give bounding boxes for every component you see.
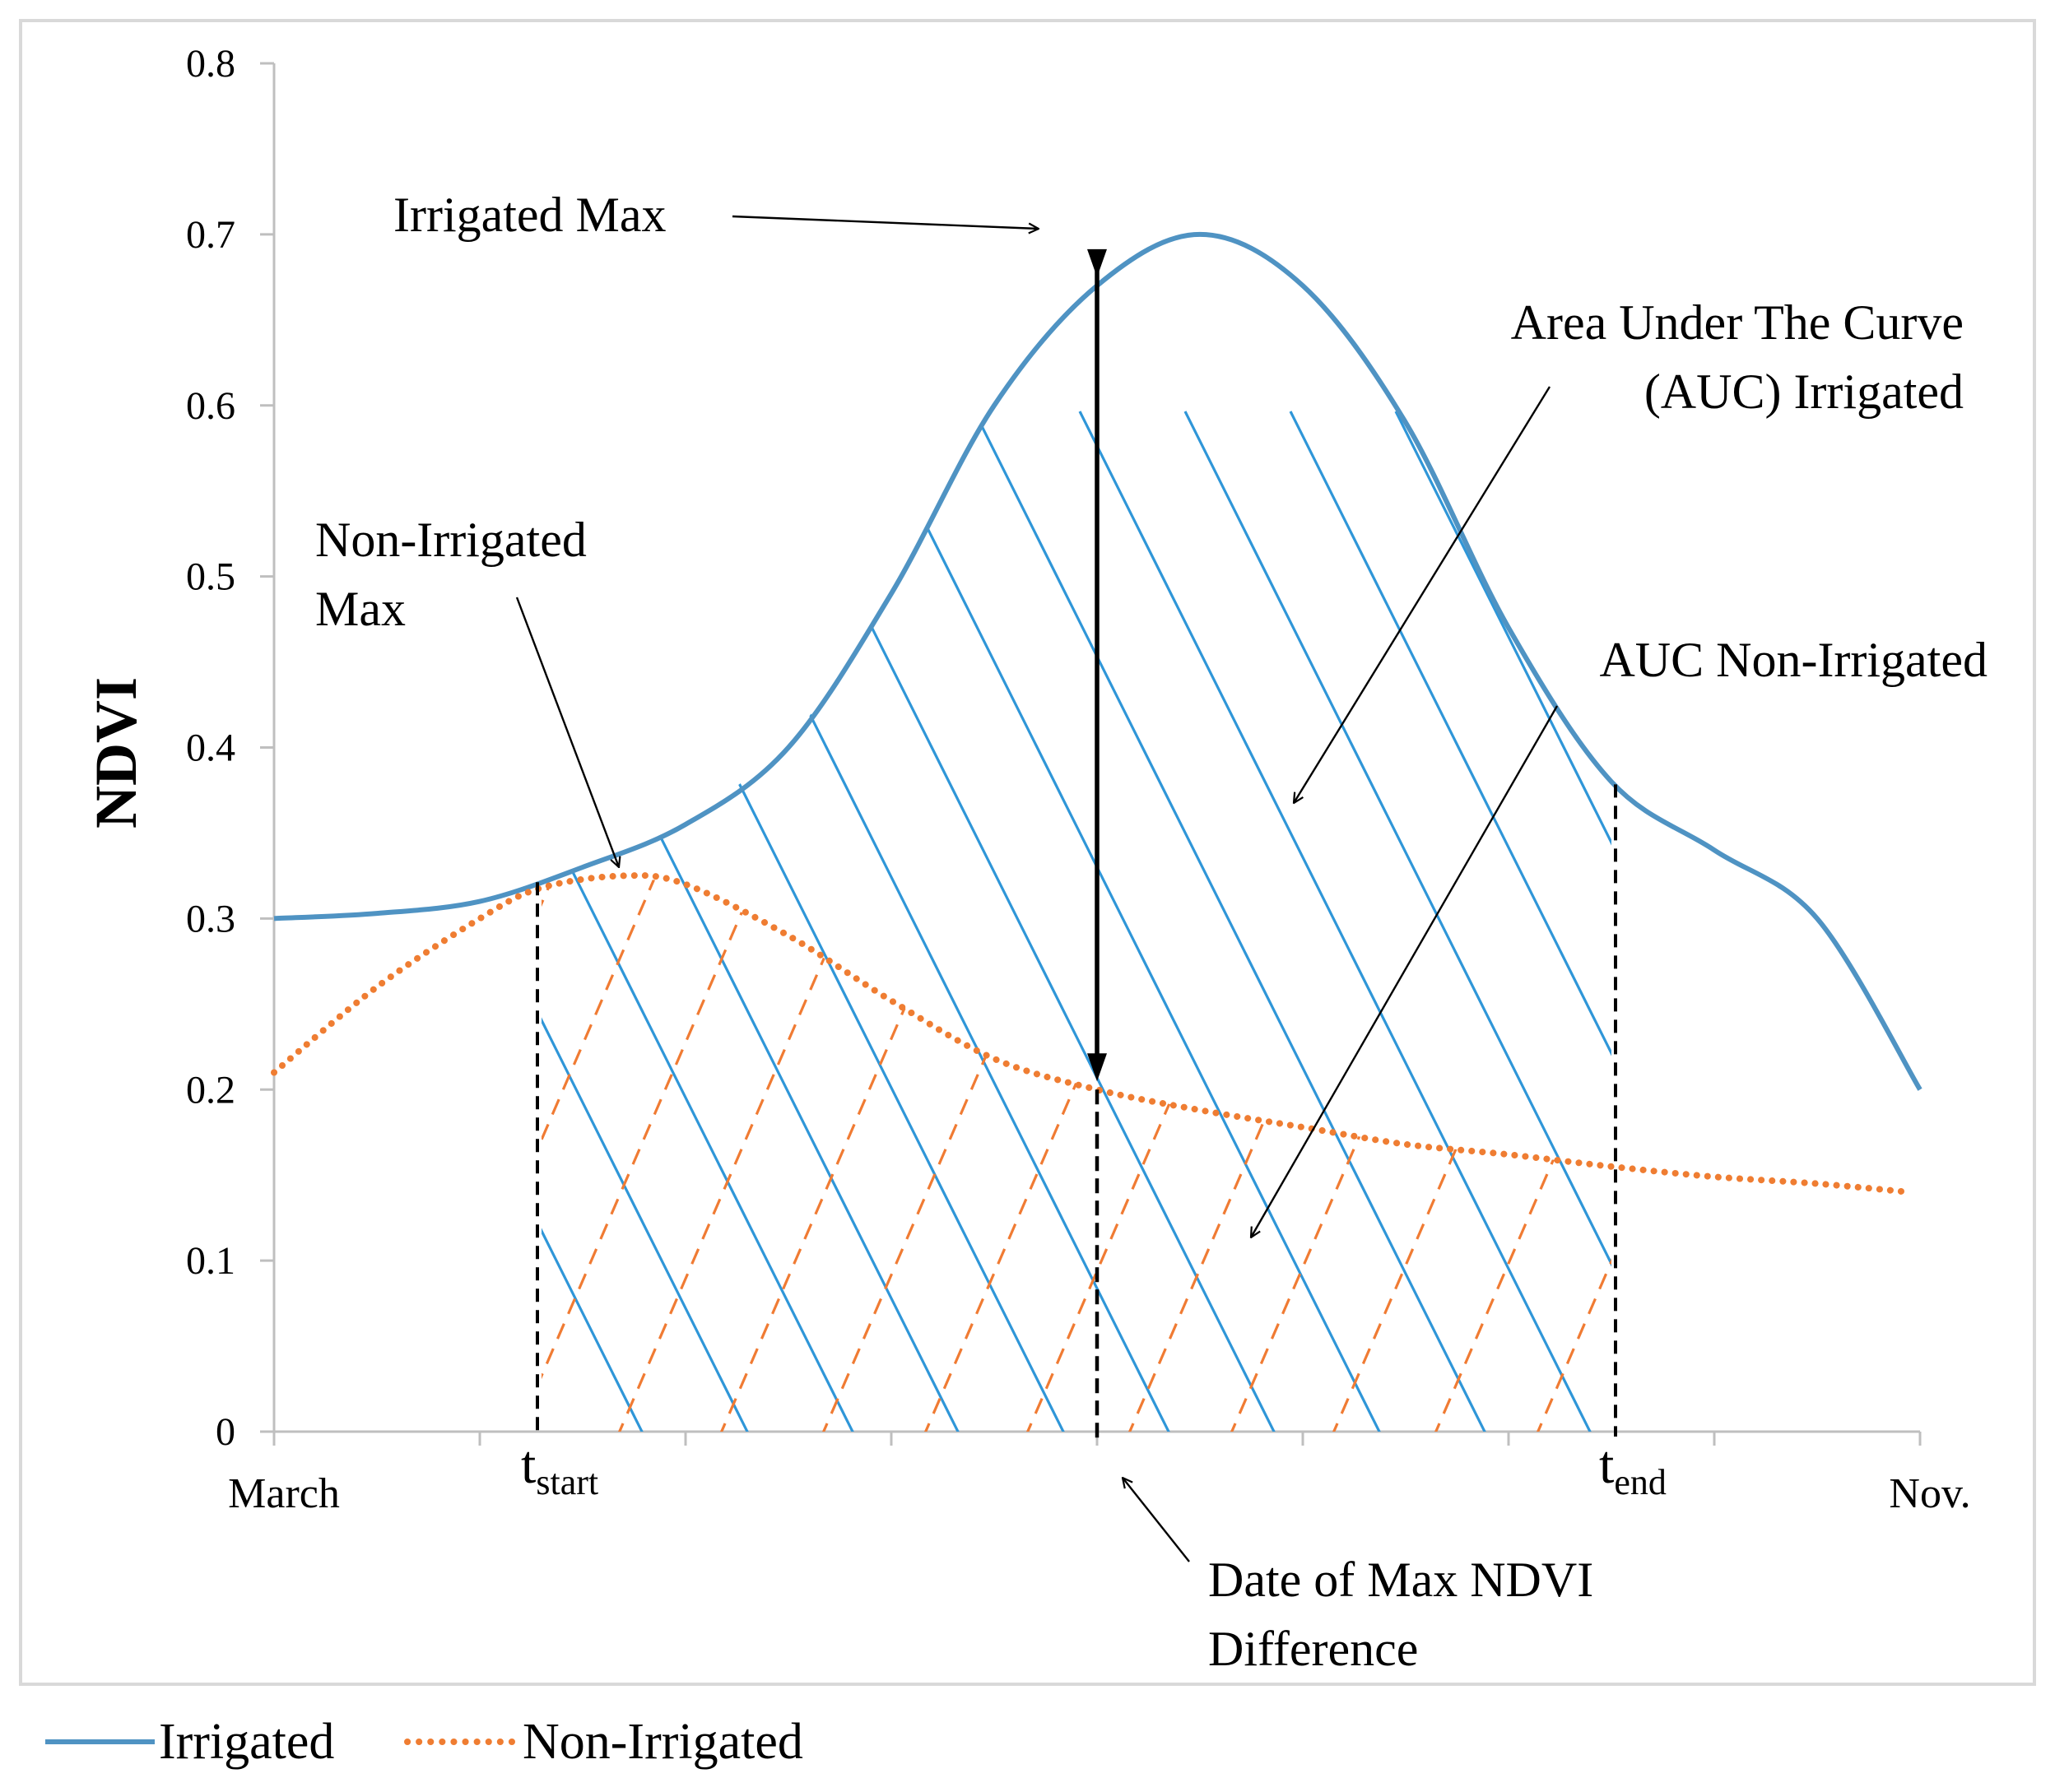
hatch-line-non-irrigated: [1258, 875, 1611, 1432]
legend-label-irrigated: Irrigated: [159, 1714, 334, 1770]
hatch-line-irrigated: [1078, 411, 1611, 1432]
axes: 0 0.1 0.2 0.3 0.4 0.5 0.6 0.7 0.8 March Nov.: [186, 42, 1971, 1517]
annotation-max-ndvi-date: Date of Max NDVI Difference: [1123, 1478, 1593, 1676]
annotation-auc-irrigated: Area Under The Curve (AUC) Irrigated: [1294, 295, 1964, 803]
annotation-irrigated-max-text: Irrigated Max: [393, 188, 667, 242]
hatch-line-non-irrigated: [645, 875, 1093, 1432]
t-end-label: tend: [1599, 1435, 1667, 1502]
hatch-line-irrigated: [542, 411, 897, 1432]
annotation-non-irrigated-max: Non-Irrigated Max: [315, 513, 619, 867]
legend-item-irrigated: Irrigated: [45, 1714, 334, 1770]
hatch-line-irrigated: [657, 411, 1318, 1432]
marker-layer: tstart tend: [521, 248, 1667, 1502]
hatch-line-irrigated: [1289, 411, 1611, 1432]
hatch-line-irrigated: [973, 411, 1611, 1432]
chart-border: [19, 19, 2036, 1686]
hatch-line-non-irrigated: [849, 875, 1297, 1432]
y-tick-label: 0.5: [186, 555, 235, 599]
legend-item-non-irrigated: Non-Irrigated: [404, 1714, 803, 1770]
hatch-line-non-irrigated: [1053, 875, 1501, 1432]
y-tick-label: 0.7: [186, 213, 235, 257]
hatch-line-irrigated: [1183, 411, 1611, 1432]
hatch-layer: [542, 411, 1611, 1432]
hatch-irrigated: [542, 411, 1611, 1432]
annotation-auc-non-irrigated: AUC Non-Irrigated: [1251, 633, 1988, 1237]
hatch-line-irrigated: [762, 411, 1424, 1432]
x-tick-label: Nov.: [1889, 1470, 1970, 1517]
annotation-max-ndvi-date-line-2: Difference: [1208, 1622, 1418, 1676]
hatch-line-non-irrigated: [542, 875, 685, 1432]
y-tick-label: 0.2: [186, 1068, 235, 1112]
hatch-non-irrigated: [542, 875, 1611, 1432]
hatch-line-non-irrigated: [1360, 875, 1611, 1432]
hatch-line-irrigated: [1394, 411, 1611, 1432]
annotation-auc-irrigated-arrow: [1294, 386, 1551, 803]
hatch-line-non-irrigated: [1155, 875, 1603, 1432]
y-tick-label: 0.1: [186, 1239, 235, 1283]
y-tick-label: 0.3: [186, 897, 235, 940]
y-tick-label: 0.4: [186, 727, 235, 770]
y-tick-label: 0: [216, 1410, 235, 1454]
annotation-auc-non-irrigated-text: AUC Non-Irrigated: [1599, 633, 1988, 687]
hatch-line-non-irrigated: [951, 875, 1399, 1432]
annotation-max-ndvi-date-line-1: Date of Max NDVI: [1208, 1553, 1593, 1607]
annotation-non-irrigated-max-arrow: [515, 597, 619, 867]
hatch-line-irrigated: [867, 411, 1529, 1432]
annotation-non-irrigated-max-line-2: Max: [315, 582, 406, 636]
legend-label-non-irrigated: Non-Irrigated: [523, 1714, 803, 1770]
hatch-line-non-irrigated: [747, 875, 1195, 1432]
series-layer: [271, 231, 1922, 1195]
annotation-max-ndvi-date-arrow: [1123, 1478, 1190, 1562]
t-start-label: tstart: [521, 1435, 598, 1502]
y-tick-label: 0.6: [186, 384, 235, 428]
hatch-line-irrigated: [542, 411, 1002, 1432]
x-tick-label: March: [228, 1470, 340, 1517]
annotation-auc-non-irrigated-arrow: [1251, 705, 1559, 1237]
annotation-auc-irrigated-line-2: (AUC) Irrigated: [1644, 364, 1964, 419]
annotation-irrigated-max: Irrigated Max: [393, 188, 1039, 242]
hatch-line-non-irrigated: [542, 875, 889, 1432]
y-axis-label: NDVI: [83, 677, 149, 829]
annotation-irrigated-max-arrow: [732, 215, 1039, 229]
series-irrigated-line: [273, 231, 1922, 1091]
hatch-line-non-irrigated: [1462, 875, 1611, 1432]
series-non-irrigated-line: [271, 872, 1913, 1195]
hatch-line-irrigated: [542, 411, 1108, 1432]
annotation-non-irrigated-max-line-1: Non-Irrigated: [315, 513, 587, 567]
hatch-line-non-irrigated: [542, 875, 787, 1432]
y-tick-label: 0.8: [186, 42, 235, 86]
legend: Irrigated Non-Irrigated: [45, 1714, 803, 1770]
annotation-auc-irrigated-line-1: Area Under The Curve: [1511, 295, 1964, 350]
